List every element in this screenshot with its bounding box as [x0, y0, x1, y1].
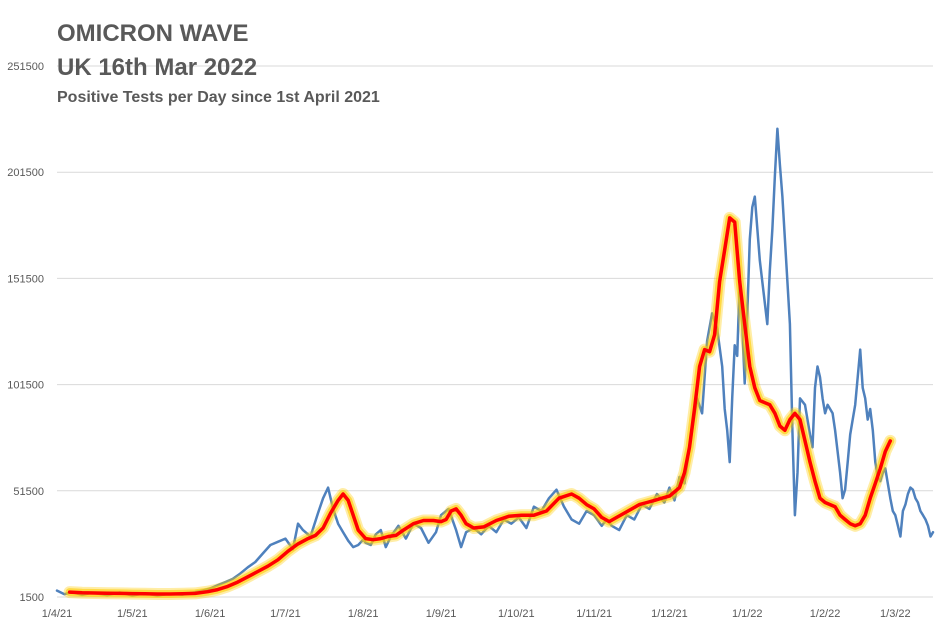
y-axis-ticks: 1500 51500 101500 151500 201500 251500	[7, 61, 44, 604]
y-tick-label: 1500	[20, 592, 44, 604]
y-tick-label: 151500	[7, 273, 44, 285]
y-tick-label: 101500	[7, 380, 44, 392]
y-tick-label: 251500	[7, 61, 44, 73]
y-tick-label: 201500	[7, 167, 44, 179]
x-tick-label: 1/4/21	[42, 608, 73, 620]
x-tick-label: 1/7/21	[270, 608, 301, 620]
series-line-average	[67, 216, 893, 596]
chart-subtitle: UK 16th Mar 2022	[57, 54, 257, 81]
x-tick-label: 1/12/21	[651, 608, 688, 620]
x-tick-label: 1/3/22	[880, 608, 911, 620]
x-tick-label: 1/5/21	[117, 608, 148, 620]
x-tick-label: 1/6/21	[195, 608, 226, 620]
x-tick-label: 1/9/21	[426, 608, 457, 620]
chart-description: Positive Tests per Day since 1st April 2…	[57, 89, 380, 106]
series-average	[63, 211, 897, 600]
x-tick-label: 1/10/21	[498, 608, 535, 620]
x-tick-label: 1/1/22	[732, 608, 763, 620]
gridlines	[57, 65, 933, 598]
chart-title: OMICRON WAVE	[57, 20, 249, 47]
x-axis-ticks: 1/4/21 1/5/21 1/6/21 1/7/21 1/8/21 1/9/21 1/10…	[42, 608, 911, 620]
x-tick-label: 1/2/22	[810, 608, 841, 620]
x-tick-label: 1/11/21	[576, 608, 612, 620]
x-tick-label: 1/8/21	[348, 608, 379, 620]
y-tick-label: 51500	[13, 486, 44, 498]
